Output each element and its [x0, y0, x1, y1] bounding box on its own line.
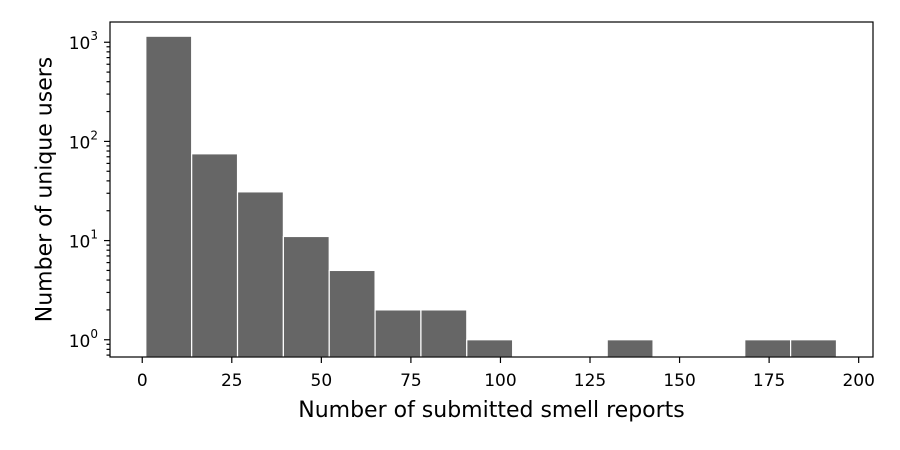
x-tick-label: 100: [484, 371, 516, 391]
y-axis: 100 101 102 103: [69, 29, 110, 356]
histogram-bar: [145, 35, 193, 358]
x-tick-label: 175: [753, 371, 785, 391]
histogram-bar: [374, 309, 422, 358]
y-tick-label: 103: [69, 29, 98, 54]
y-tick-label: 102: [69, 128, 98, 153]
x-axis: 0 25 50 75 100 125 150 175 200: [137, 357, 875, 391]
histogram-bar: [328, 269, 376, 358]
histogram-bar: [744, 339, 792, 358]
x-tick-label: 150: [663, 371, 695, 391]
x-tick-label: 200: [842, 371, 874, 391]
x-tick-label: 50: [311, 371, 333, 391]
x-tick-label: 25: [221, 371, 243, 391]
histogram-bar: [282, 235, 330, 358]
histogram-bar: [236, 191, 284, 358]
y-tick-label: 100: [69, 327, 98, 352]
x-tick-label: 125: [574, 371, 606, 391]
plot-frame: [109, 21, 874, 358]
histogram-bar: [790, 339, 838, 358]
y-axis-title: Number of unique users: [33, 57, 58, 322]
histogram-bar: [606, 339, 654, 358]
y-tick-label: 101: [69, 228, 98, 253]
histogram-bar: [420, 309, 468, 358]
histogram-bar: [466, 339, 514, 358]
x-tick-label: 0: [137, 371, 148, 391]
histogram-bar: [191, 153, 239, 358]
x-axis-title: Number of submitted smell reports: [298, 398, 685, 423]
x-tick-label: 75: [400, 371, 422, 391]
bars-layer: [145, 35, 838, 358]
